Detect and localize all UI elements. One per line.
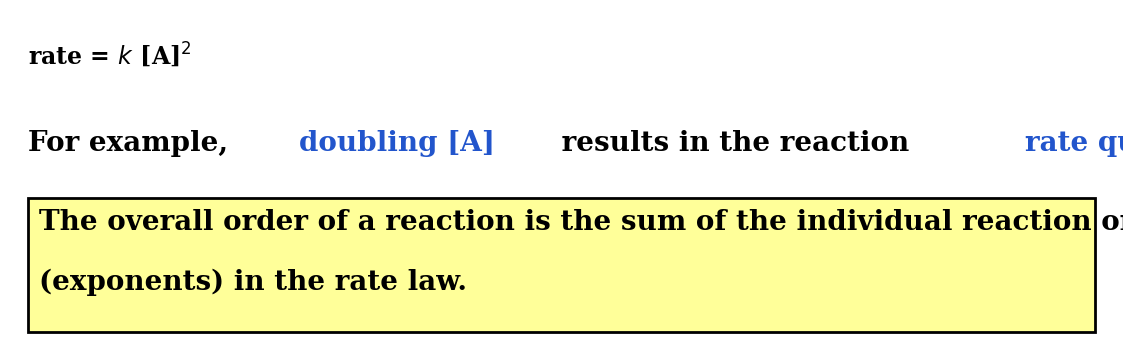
Text: doubling [A]: doubling [A] [299,130,495,157]
FancyBboxPatch shape [28,198,1095,332]
Text: (exponents) in the rate law.: (exponents) in the rate law. [39,268,467,296]
Text: results in the reaction: results in the reaction [551,130,919,157]
Text: For example,: For example, [28,130,238,157]
Text: The overall order of a reaction is the sum of the individual reaction orders: The overall order of a reaction is the s… [39,209,1123,236]
Text: rate quadrupling: rate quadrupling [1025,130,1123,157]
Text: rate = $k$ [A]$^2$: rate = $k$ [A]$^2$ [28,41,192,70]
